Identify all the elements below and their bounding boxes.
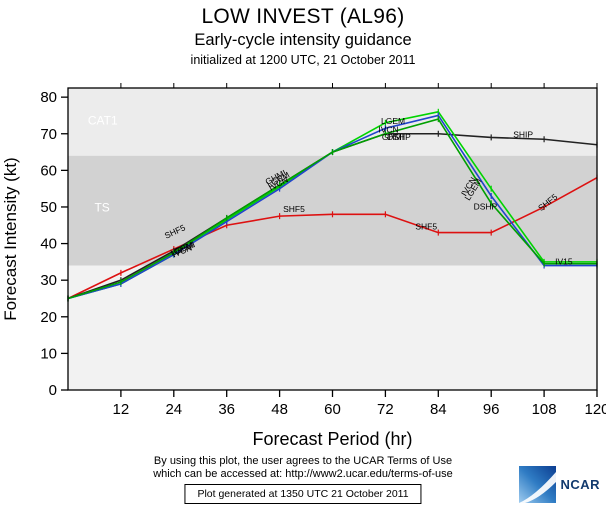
- svg-text:84: 84: [430, 401, 447, 418]
- svg-text:IV15: IV15: [555, 256, 573, 266]
- svg-text:GHMI: GHMI: [382, 132, 404, 142]
- band-label-TS: TS: [94, 200, 109, 214]
- ncar-logo: NCAR: [519, 466, 600, 503]
- svg-text:0: 0: [49, 382, 57, 399]
- footer-terms-line1: By using this plot, the user agrees to t…: [153, 455, 453, 467]
- series-GHMI: [67, 116, 598, 302]
- svg-text:LGEM: LGEM: [381, 116, 405, 126]
- svg-text:SHF5: SHF5: [283, 204, 305, 214]
- svg-text:DSHP: DSHP: [474, 202, 498, 212]
- intensity-guidance-chart: CAT1TSSHF5LGEMIVCNGHMIGHMILGEMIVCNSHF5LG…: [1, 83, 606, 449]
- svg-text:108: 108: [532, 401, 557, 418]
- svg-text:50: 50: [40, 199, 57, 216]
- svg-text:SHIP: SHIP: [513, 129, 533, 139]
- x-axis-title: Forecast Period (hr): [252, 429, 412, 449]
- svg-text:12: 12: [113, 401, 130, 418]
- intensity-bands: CAT1 TS: [68, 88, 597, 390]
- svg-text:SHF5: SHF5: [415, 221, 437, 231]
- svg-text:80: 80: [40, 89, 57, 106]
- svg-text:48: 48: [271, 401, 288, 418]
- svg-text:60: 60: [324, 401, 341, 418]
- svg-text:70: 70: [40, 126, 57, 143]
- svg-text:120: 120: [584, 401, 606, 418]
- band-label-CAT1: CAT1: [88, 114, 118, 128]
- footer-terms-line2: which can be accessed at: http://www2.uc…: [153, 468, 453, 480]
- svg-text:30: 30: [40, 272, 57, 289]
- svg-text:20: 20: [40, 309, 57, 326]
- svg-text:96: 96: [483, 401, 500, 418]
- svg-text:DSHP: DSHP: [387, 132, 411, 142]
- ncar-logo-text: NCAR: [560, 477, 600, 492]
- y-axis-title: Forecast Intensity (kt): [1, 157, 20, 320]
- page-title: LOW INVEST (AL96): [201, 5, 405, 28]
- axes: 12 24 36 48 60 72 84 96 108 120 0 10 20 30 40 50 60 70 80 F…: [1, 83, 606, 449]
- svg-text:36: 36: [218, 401, 235, 418]
- page-subtitle: Early-cycle intensity guidance: [194, 31, 412, 49]
- svg-text:IVCN: IVCN: [378, 124, 398, 134]
- svg-text:72: 72: [377, 401, 394, 418]
- plot-generated-box: Plot generated at 1350 UTC 21 October 20…: [184, 484, 422, 504]
- svg-text:10: 10: [40, 345, 57, 362]
- svg-text:40: 40: [40, 236, 57, 253]
- svg-text:24: 24: [165, 401, 182, 418]
- svg-text:60: 60: [40, 162, 57, 179]
- ncar-logo-icon: [519, 466, 557, 503]
- init-time-line: initialized at 1200 UTC, 21 October 2011: [190, 53, 416, 67]
